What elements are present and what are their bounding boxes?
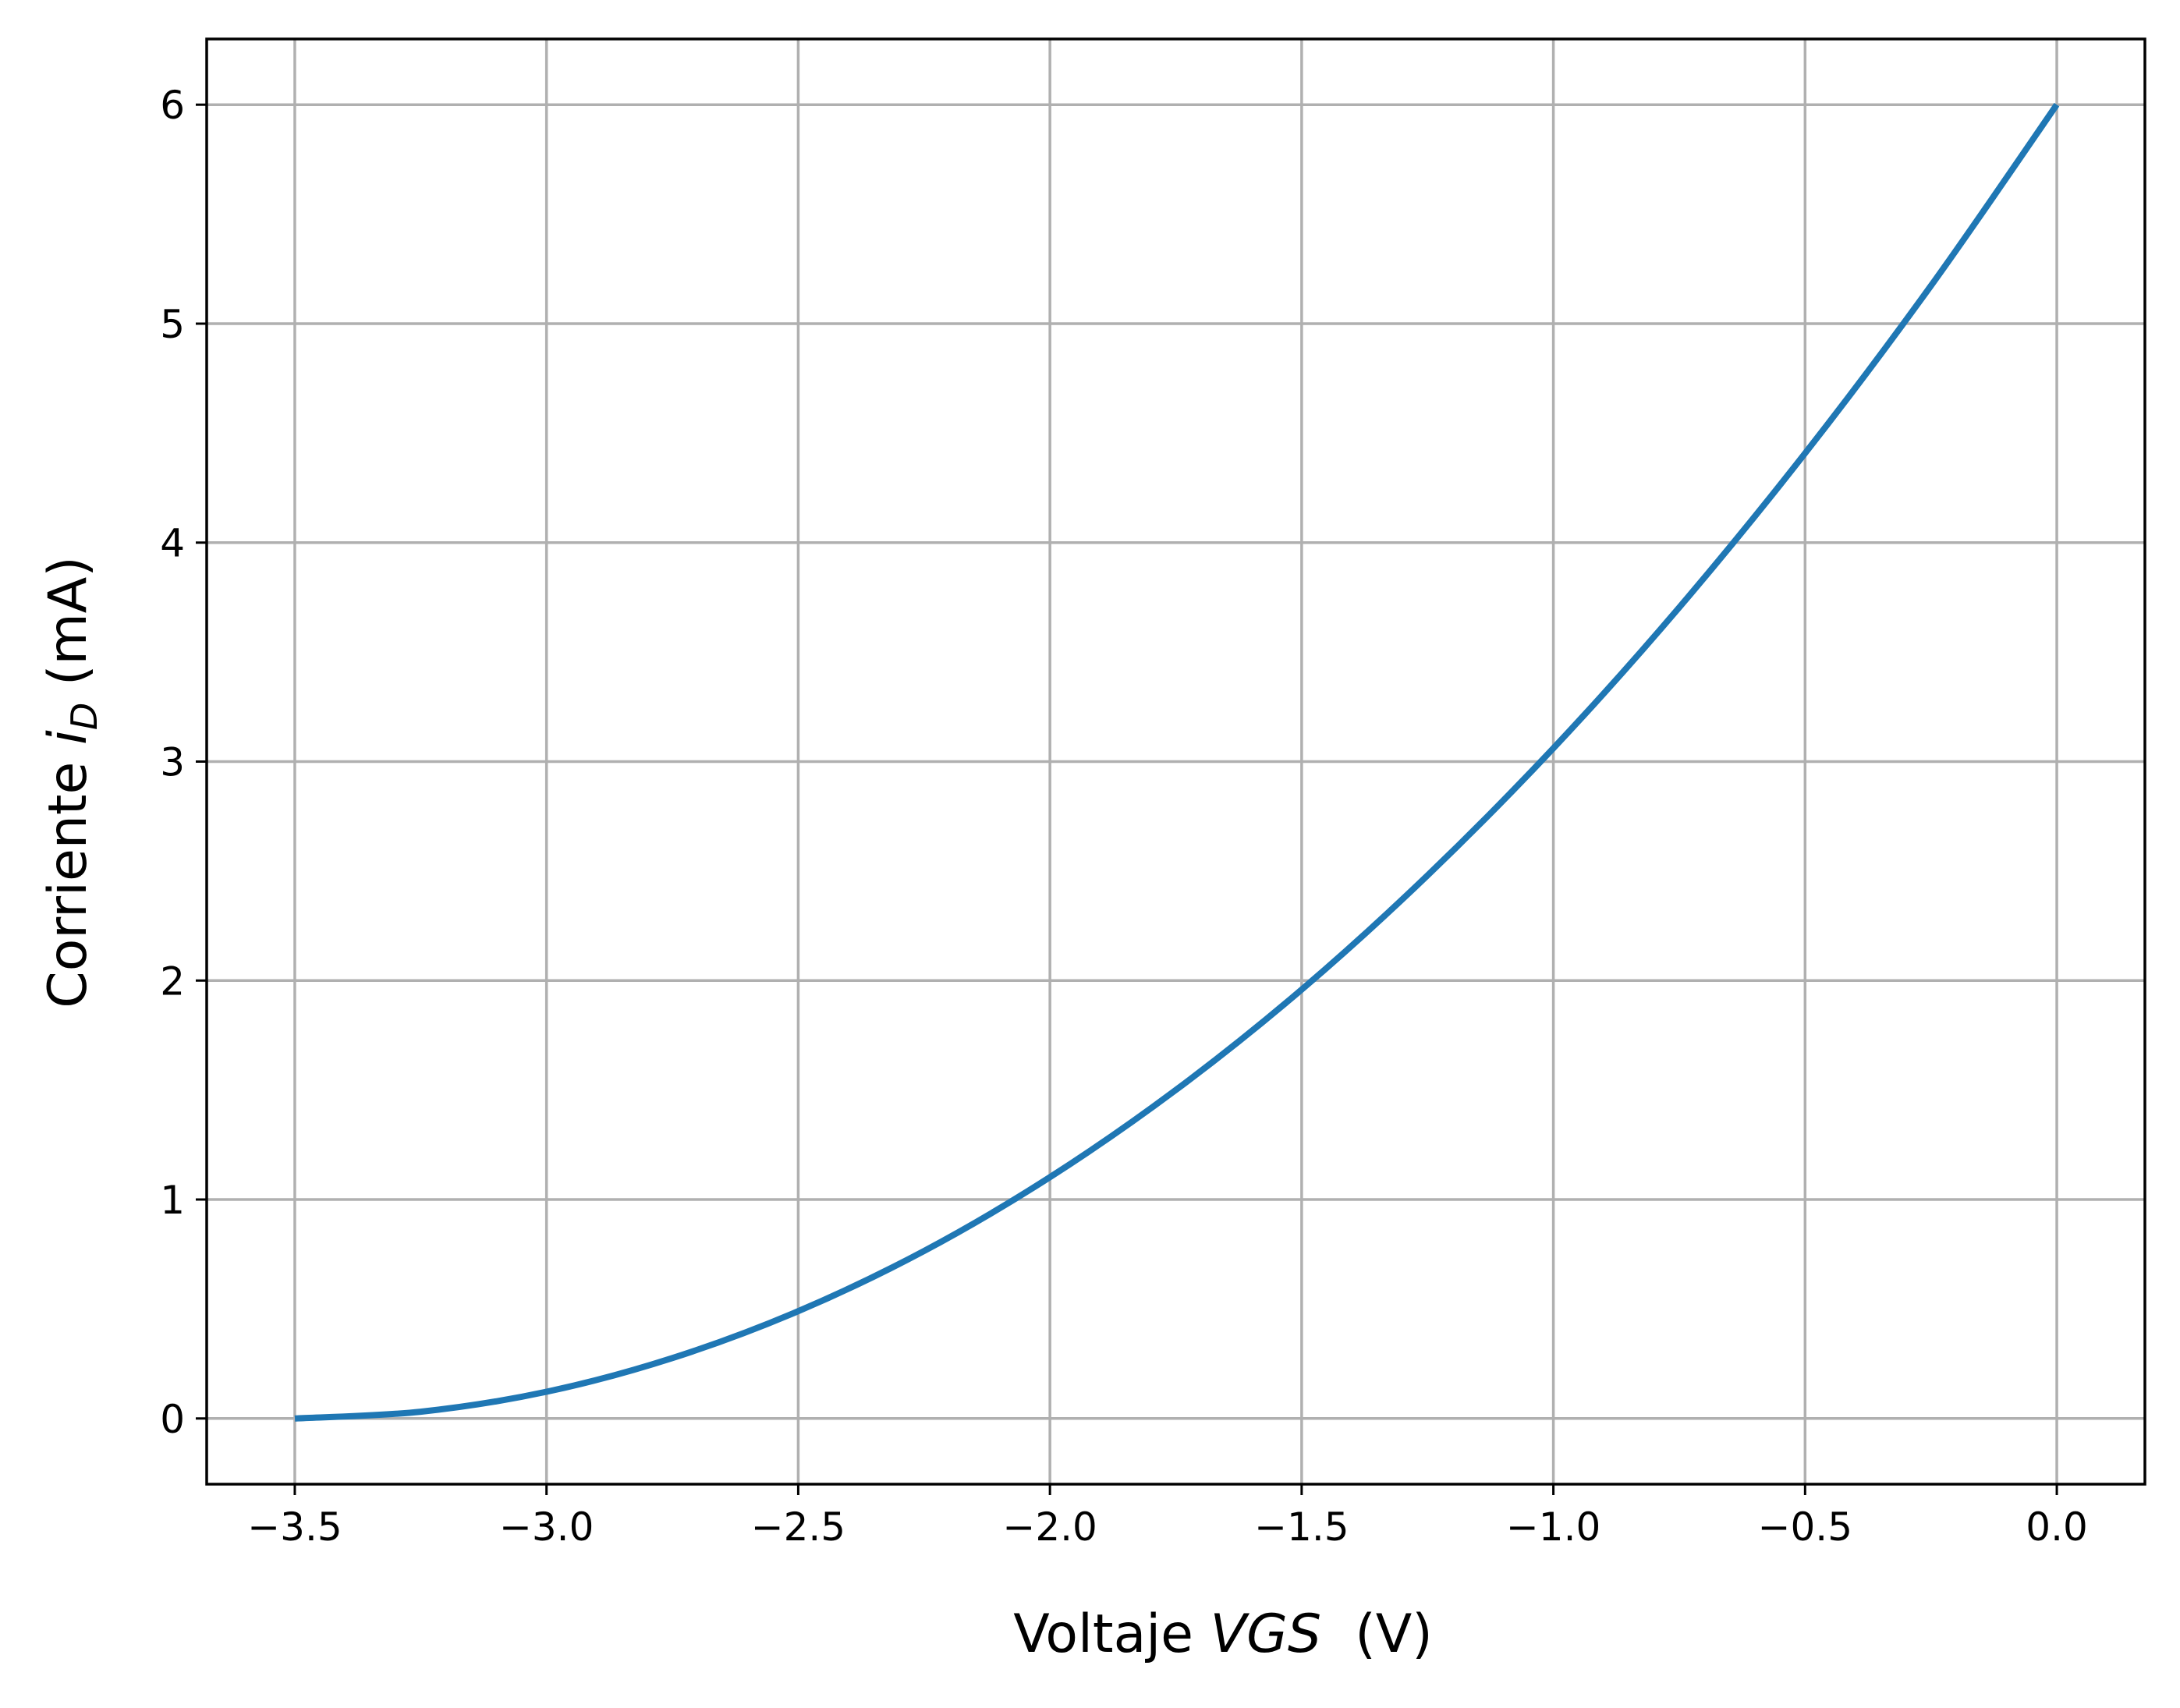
x-tick-label: −3.5 xyxy=(247,1504,342,1550)
y-tick-label: 4 xyxy=(160,521,185,566)
y-axis-label-subscript: D xyxy=(63,703,105,730)
y-tick-label: 3 xyxy=(160,740,185,785)
y-tick-label: 0 xyxy=(160,1397,185,1442)
x-tick-label: −2.5 xyxy=(751,1504,845,1550)
y-axis-label-unit: (mA) xyxy=(37,556,99,702)
x-axis: −3.5 −3.0 −2.5 −2.0 −1.5 −1.0 −0.5 0.0 xyxy=(247,1484,2088,1550)
x-axis-label-variable: VGS xyxy=(1211,1603,1321,1665)
y-axis-label-prefix: Corriente xyxy=(37,745,99,1008)
grid xyxy=(207,39,2145,1484)
x-tick-label: −3.0 xyxy=(499,1504,594,1550)
x-tick-label: −2.0 xyxy=(1002,1504,1097,1550)
x-axis-label-unit: (V) xyxy=(1321,1603,1433,1665)
series-line-0 xyxy=(294,102,2060,1422)
y-tick-label: 2 xyxy=(160,959,185,1004)
y-tick-label: 1 xyxy=(160,1178,185,1223)
x-axis-label: Voltaje VGS (V) xyxy=(1013,1603,1433,1665)
y-axis-label: Corriente iD (mA) xyxy=(37,556,105,1008)
x-tick-label: −1.5 xyxy=(1254,1504,1349,1550)
x-axis-label-prefix: Voltaje xyxy=(1013,1603,1210,1665)
x-tick-label: −1.0 xyxy=(1506,1504,1600,1550)
series-layer xyxy=(294,102,2060,1422)
x-tick-label: 0.0 xyxy=(2026,1504,2088,1550)
y-axis: 0 1 2 3 4 5 6 xyxy=(160,83,207,1442)
x-tick-label: −0.5 xyxy=(1758,1504,1852,1550)
y-tick-label: 6 xyxy=(160,83,185,128)
y-axis-label-variable: i xyxy=(37,730,99,745)
y-tick-label: 5 xyxy=(160,302,185,347)
